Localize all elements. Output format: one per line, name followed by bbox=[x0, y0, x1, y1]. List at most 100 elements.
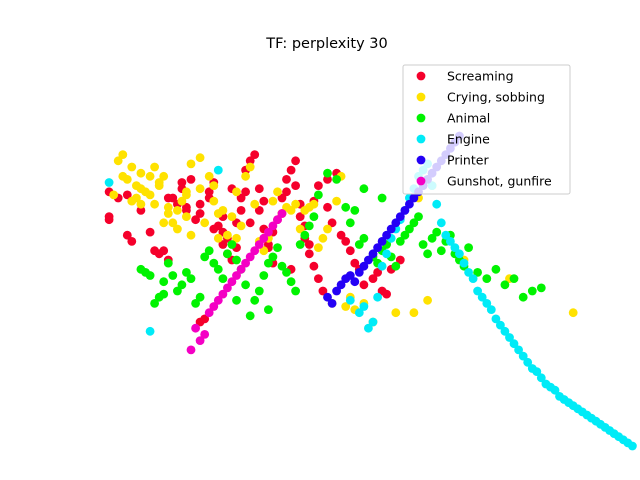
point-0-39 bbox=[250, 150, 260, 160]
point-4-1 bbox=[327, 299, 337, 308]
point-2-33 bbox=[282, 268, 291, 277]
legend-entries: Screaming Crying, sobbing Animal Engine Prin… bbox=[416, 69, 552, 189]
point-1-21 bbox=[163, 202, 173, 212]
point-0-77 bbox=[373, 268, 382, 277]
point-2-34 bbox=[286, 277, 296, 287]
point-5-11 bbox=[236, 264, 246, 274]
point-1-28 bbox=[186, 230, 196, 240]
point-2-5 bbox=[159, 289, 169, 299]
point-5-5 bbox=[209, 302, 219, 311]
point-2-12 bbox=[186, 274, 196, 283]
point-2-31 bbox=[273, 243, 282, 253]
point-0-51 bbox=[282, 175, 291, 184]
point-4-14 bbox=[386, 224, 396, 234]
point-1-60 bbox=[323, 224, 332, 234]
point-0-41 bbox=[254, 206, 264, 215]
point-2-77 bbox=[536, 283, 546, 293]
point-1-34 bbox=[209, 196, 219, 206]
point-2-8 bbox=[168, 271, 178, 280]
point-3-40 bbox=[518, 351, 528, 361]
point-3-32 bbox=[482, 299, 492, 308]
point-1-80 bbox=[232, 233, 241, 243]
point-5-20 bbox=[277, 209, 287, 218]
point-2-42 bbox=[332, 175, 341, 184]
point-0-63 bbox=[318, 286, 328, 296]
point-0-69 bbox=[327, 218, 337, 228]
point-2-63 bbox=[436, 246, 446, 256]
legend-marker-1 bbox=[416, 92, 426, 102]
legend-label-0: Screaming bbox=[447, 69, 514, 84]
point-1-3 bbox=[118, 150, 128, 160]
point-0-53 bbox=[291, 156, 300, 166]
point-4-16 bbox=[395, 212, 405, 222]
point-5-2 bbox=[195, 336, 205, 345]
point-3-2 bbox=[213, 165, 223, 175]
point-2-79 bbox=[359, 184, 369, 194]
point-2-9 bbox=[173, 286, 182, 296]
point-1-5 bbox=[127, 162, 137, 172]
legend-label-5: Gunshot, gunfire bbox=[447, 174, 552, 189]
point-2-28 bbox=[259, 271, 269, 280]
point-3-8 bbox=[373, 292, 382, 302]
legend-label-1: Crying, sobbing bbox=[447, 90, 545, 105]
point-0-38 bbox=[245, 156, 255, 166]
point-2-11 bbox=[182, 268, 191, 277]
legend-marker-5 bbox=[416, 176, 426, 186]
point-0-28 bbox=[218, 240, 228, 249]
point-2-21 bbox=[227, 240, 237, 249]
point-4-7 bbox=[354, 268, 364, 277]
point-2-75 bbox=[518, 292, 528, 302]
point-0-40 bbox=[254, 184, 264, 194]
point-0-6 bbox=[122, 230, 132, 240]
point-3-0 bbox=[104, 178, 114, 187]
point-0-20 bbox=[191, 215, 201, 225]
point-0-49 bbox=[277, 193, 287, 203]
point-1-70 bbox=[409, 308, 419, 318]
point-3-36 bbox=[500, 326, 510, 336]
point-2-7 bbox=[163, 258, 173, 268]
point-2-73 bbox=[500, 280, 510, 290]
point-1-27 bbox=[182, 212, 191, 222]
point-5-9 bbox=[227, 277, 237, 287]
legend-marker-2 bbox=[416, 113, 426, 123]
point-2-69 bbox=[464, 243, 473, 253]
point-1-58 bbox=[314, 243, 323, 253]
point-1-79 bbox=[200, 218, 210, 228]
point-5-8 bbox=[223, 283, 232, 293]
point-4-0 bbox=[323, 292, 332, 302]
point-3-30 bbox=[473, 286, 482, 296]
point-5-14 bbox=[250, 246, 260, 256]
point-1-38 bbox=[223, 230, 232, 240]
point-1-39 bbox=[227, 212, 237, 222]
series-5 bbox=[186, 209, 287, 355]
point-1-31 bbox=[195, 153, 205, 163]
point-2-3 bbox=[150, 299, 160, 308]
point-0-72 bbox=[345, 246, 355, 256]
point-1-52 bbox=[286, 206, 296, 215]
legend-label-4: Printer bbox=[447, 153, 489, 168]
point-0-71 bbox=[341, 237, 351, 246]
point-1-48 bbox=[268, 196, 278, 206]
point-2-29 bbox=[264, 258, 273, 268]
point-2-10 bbox=[177, 280, 187, 290]
point-3-3 bbox=[345, 295, 355, 305]
legend-marker-0 bbox=[416, 71, 426, 81]
point-5-6 bbox=[213, 295, 223, 305]
point-3-24 bbox=[446, 237, 455, 246]
point-2-57 bbox=[409, 218, 419, 228]
point-1-35 bbox=[213, 233, 223, 243]
point-0-81 bbox=[395, 255, 405, 265]
point-1-49 bbox=[273, 187, 282, 197]
point-1-9 bbox=[136, 168, 146, 178]
point-0-70 bbox=[336, 230, 346, 240]
point-2-80 bbox=[232, 295, 241, 305]
point-2-16 bbox=[204, 246, 214, 256]
point-1-1 bbox=[113, 156, 123, 166]
point-1-29 bbox=[186, 159, 196, 169]
point-2-41 bbox=[323, 168, 332, 178]
point-1-54 bbox=[295, 224, 305, 234]
point-3-27 bbox=[459, 258, 469, 268]
point-3-44 bbox=[536, 373, 546, 383]
point-1-41 bbox=[236, 221, 246, 231]
